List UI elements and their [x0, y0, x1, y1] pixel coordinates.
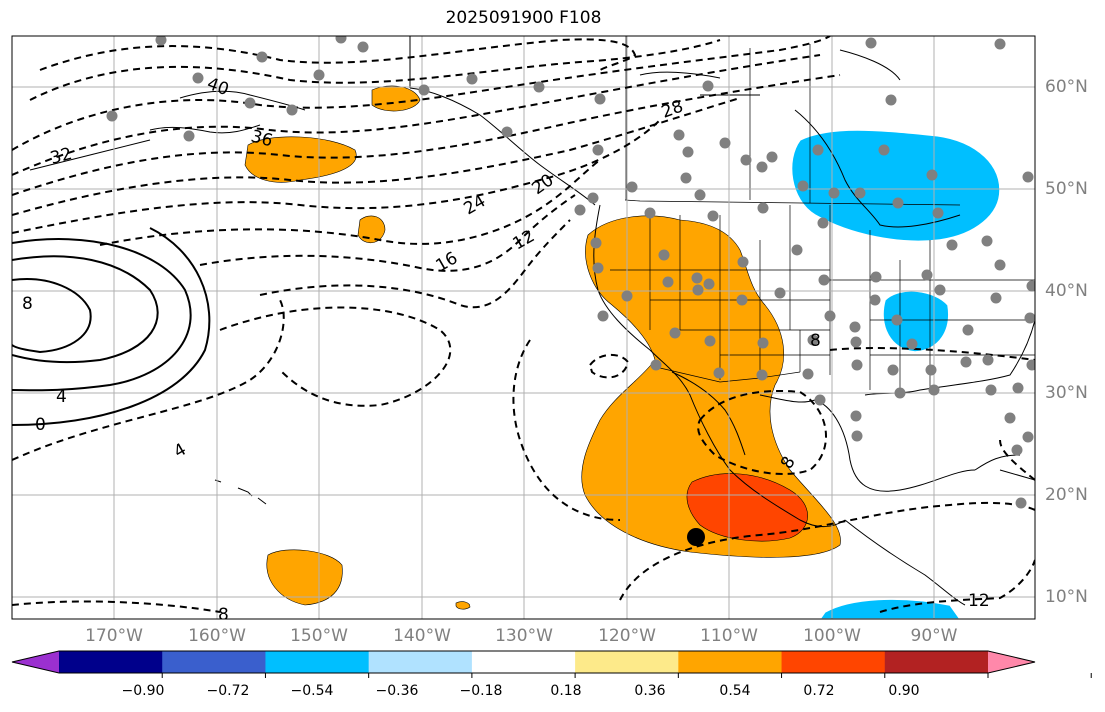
contour-label: 28 [659, 97, 686, 123]
lon-label: 120°W [598, 626, 656, 646]
contour-label: 16 [433, 248, 462, 276]
colorbar-tick-label: −0.54 [290, 683, 334, 699]
colorbar-segment [781, 651, 886, 673]
lat-label: 40°N [1045, 281, 1088, 301]
contour-label: 32 [48, 144, 74, 169]
lon-label: 170°W [85, 626, 143, 646]
colorbar-tick-label: −0.18 [459, 683, 503, 699]
anomaly-positive-gulf-alaska [244, 85, 471, 610]
storm-center-marker [687, 528, 705, 546]
colorbar-tick-label: 0.72 [803, 683, 835, 699]
colorbar-outline [11, 650, 1036, 674]
contour-lines-solid [12, 227, 211, 426]
colorbar-segment [59, 651, 163, 673]
map-title: 2025091900 F108 [445, 8, 602, 28]
colorbar-extend-min [12, 651, 59, 673]
contour-label: 40 [204, 74, 231, 100]
lon-label: 140°W [393, 626, 451, 646]
colorbar-segment [575, 651, 679, 673]
contour-label: 8 [810, 331, 821, 351]
lat-label: 10°N [1045, 587, 1088, 607]
contour-label: 4 [56, 387, 67, 407]
lat-label: 20°N [1045, 485, 1088, 505]
colorbar-tick-label: 0.36 [634, 683, 666, 699]
lat-label: 50°N [1045, 179, 1088, 199]
lon-label: 90°W [910, 626, 958, 646]
colorbar-extend-max [988, 651, 1035, 673]
lon-label: 150°W [290, 626, 348, 646]
colorbar-tick-label: 0.90 [888, 683, 920, 699]
colorbar-segment [678, 651, 783, 673]
lon-label: 130°W [495, 626, 553, 646]
colorbar-segment [265, 651, 370, 673]
station-dots [106, 36, 1035, 509]
contour-label: 8 [22, 294, 33, 314]
colorbar-tick-label: 0.54 [719, 683, 751, 699]
lon-label: 160°W [188, 626, 246, 646]
lat-label: 60°N [1045, 77, 1088, 97]
lat-label: 30°N [1045, 383, 1088, 403]
lon-label: 110°W [700, 626, 758, 646]
colorbar-segment [162, 651, 266, 673]
coastlines [29, 36, 1035, 606]
colorbar-segment [471, 651, 576, 673]
lon-label: 100°W [803, 626, 861, 646]
colorbar-segment [884, 651, 989, 673]
colorbar-tick-label: 0.18 [550, 683, 582, 699]
colorbar-segment [368, 651, 473, 673]
contour-label: 0 [35, 415, 46, 435]
contour-label: 12 [510, 226, 539, 254]
map-frame [11, 35, 1036, 620]
anomaly-positive-west-coast [581, 215, 841, 558]
contour-label: 8 [218, 605, 229, 625]
colorbar-tick-label: −0.72 [206, 683, 250, 699]
contour-label: 24 [461, 191, 490, 219]
colorbar [11, 650, 1092, 678]
gridlines [12, 36, 1035, 619]
anomaly-negative-canada [790, 129, 1001, 619]
contour-label: 12 [968, 591, 990, 611]
colorbar-tick-label: −0.36 [375, 683, 419, 699]
contour-lines [12, 36, 1035, 613]
colorbar-tick-label: −0.90 [121, 683, 165, 699]
contour-label: 4 [171, 440, 190, 463]
